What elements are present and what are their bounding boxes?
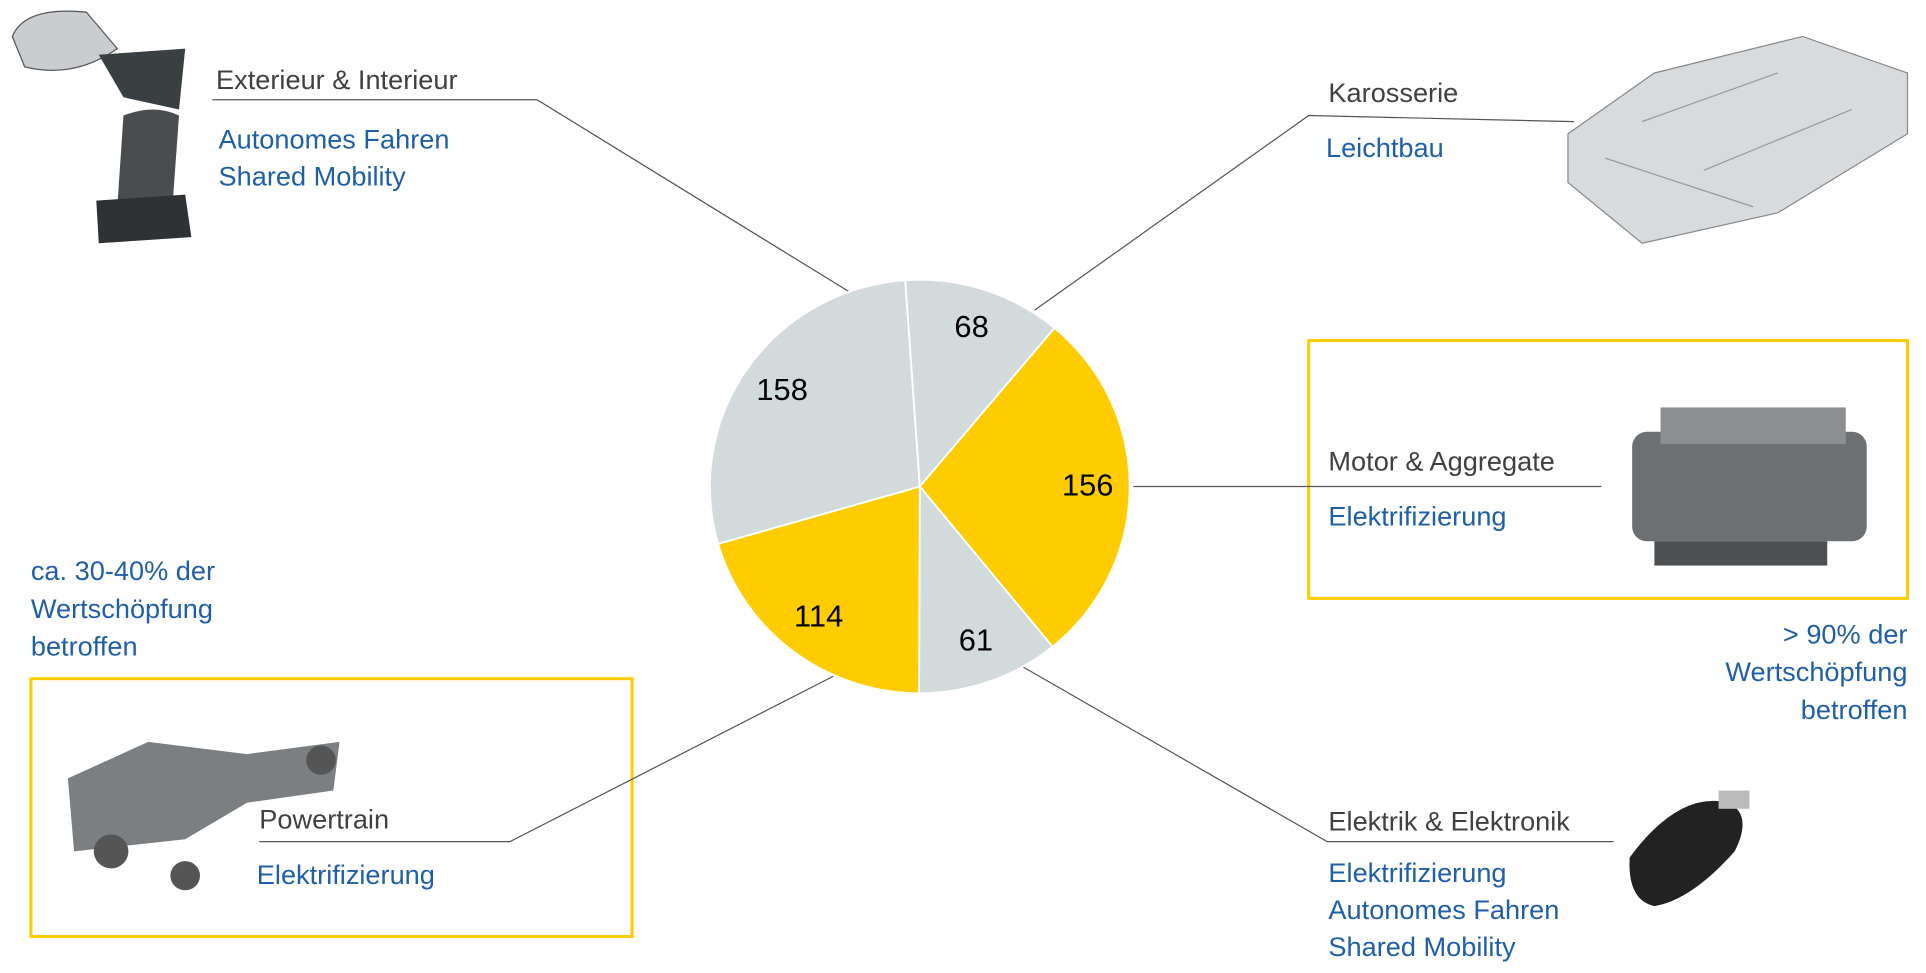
category-label: Elektrik & Elektronik bbox=[1328, 807, 1570, 837]
topic-label: Elektrifizierung bbox=[1328, 502, 1506, 532]
category-label: Exterieur & Interieur bbox=[216, 65, 457, 95]
seat-image bbox=[96, 109, 191, 243]
value-label: 158 bbox=[756, 373, 807, 407]
mirror-image bbox=[12, 11, 185, 109]
topic-label: Leichtbau bbox=[1326, 133, 1444, 163]
body-image bbox=[1568, 36, 1908, 243]
annotation: betroffen bbox=[1801, 695, 1908, 725]
annotation: ca. 30-40% der bbox=[31, 556, 215, 586]
topic-label: Shared Mobility bbox=[219, 162, 407, 192]
annotation: Wertschöpfung bbox=[31, 594, 213, 624]
category-label: Karosserie bbox=[1328, 78, 1458, 108]
category-label: Powertrain bbox=[259, 804, 389, 834]
gearbox-image bbox=[1632, 407, 1867, 565]
topic-label: Shared Mobility bbox=[1328, 932, 1516, 962]
key-image bbox=[1629, 791, 1749, 907]
value-label: 156 bbox=[1062, 469, 1113, 503]
value-label: 68 bbox=[954, 310, 988, 344]
topic-label: Autonomes Fahren bbox=[219, 125, 450, 155]
value-label: 114 bbox=[794, 600, 843, 634]
chart: 68 156 61 114 158 Karosserie Leichtbau Motor &… bbox=[0, 0, 1926, 973]
annotation: > 90% der bbox=[1783, 620, 1908, 650]
connector bbox=[1035, 116, 1575, 311]
annotation: betroffen bbox=[31, 632, 138, 662]
value-label: 61 bbox=[959, 624, 993, 658]
annotation: Wertschöpfung bbox=[1725, 657, 1907, 687]
category-label: Motor & Aggregate bbox=[1328, 447, 1554, 477]
topic-label: Elektrifizierung bbox=[257, 860, 435, 890]
topic-label: Autonomes Fahren bbox=[1328, 895, 1559, 925]
pie: 68 156 61 114 158 bbox=[710, 280, 1130, 694]
topic-label: Elektrifizierung bbox=[1328, 858, 1506, 888]
